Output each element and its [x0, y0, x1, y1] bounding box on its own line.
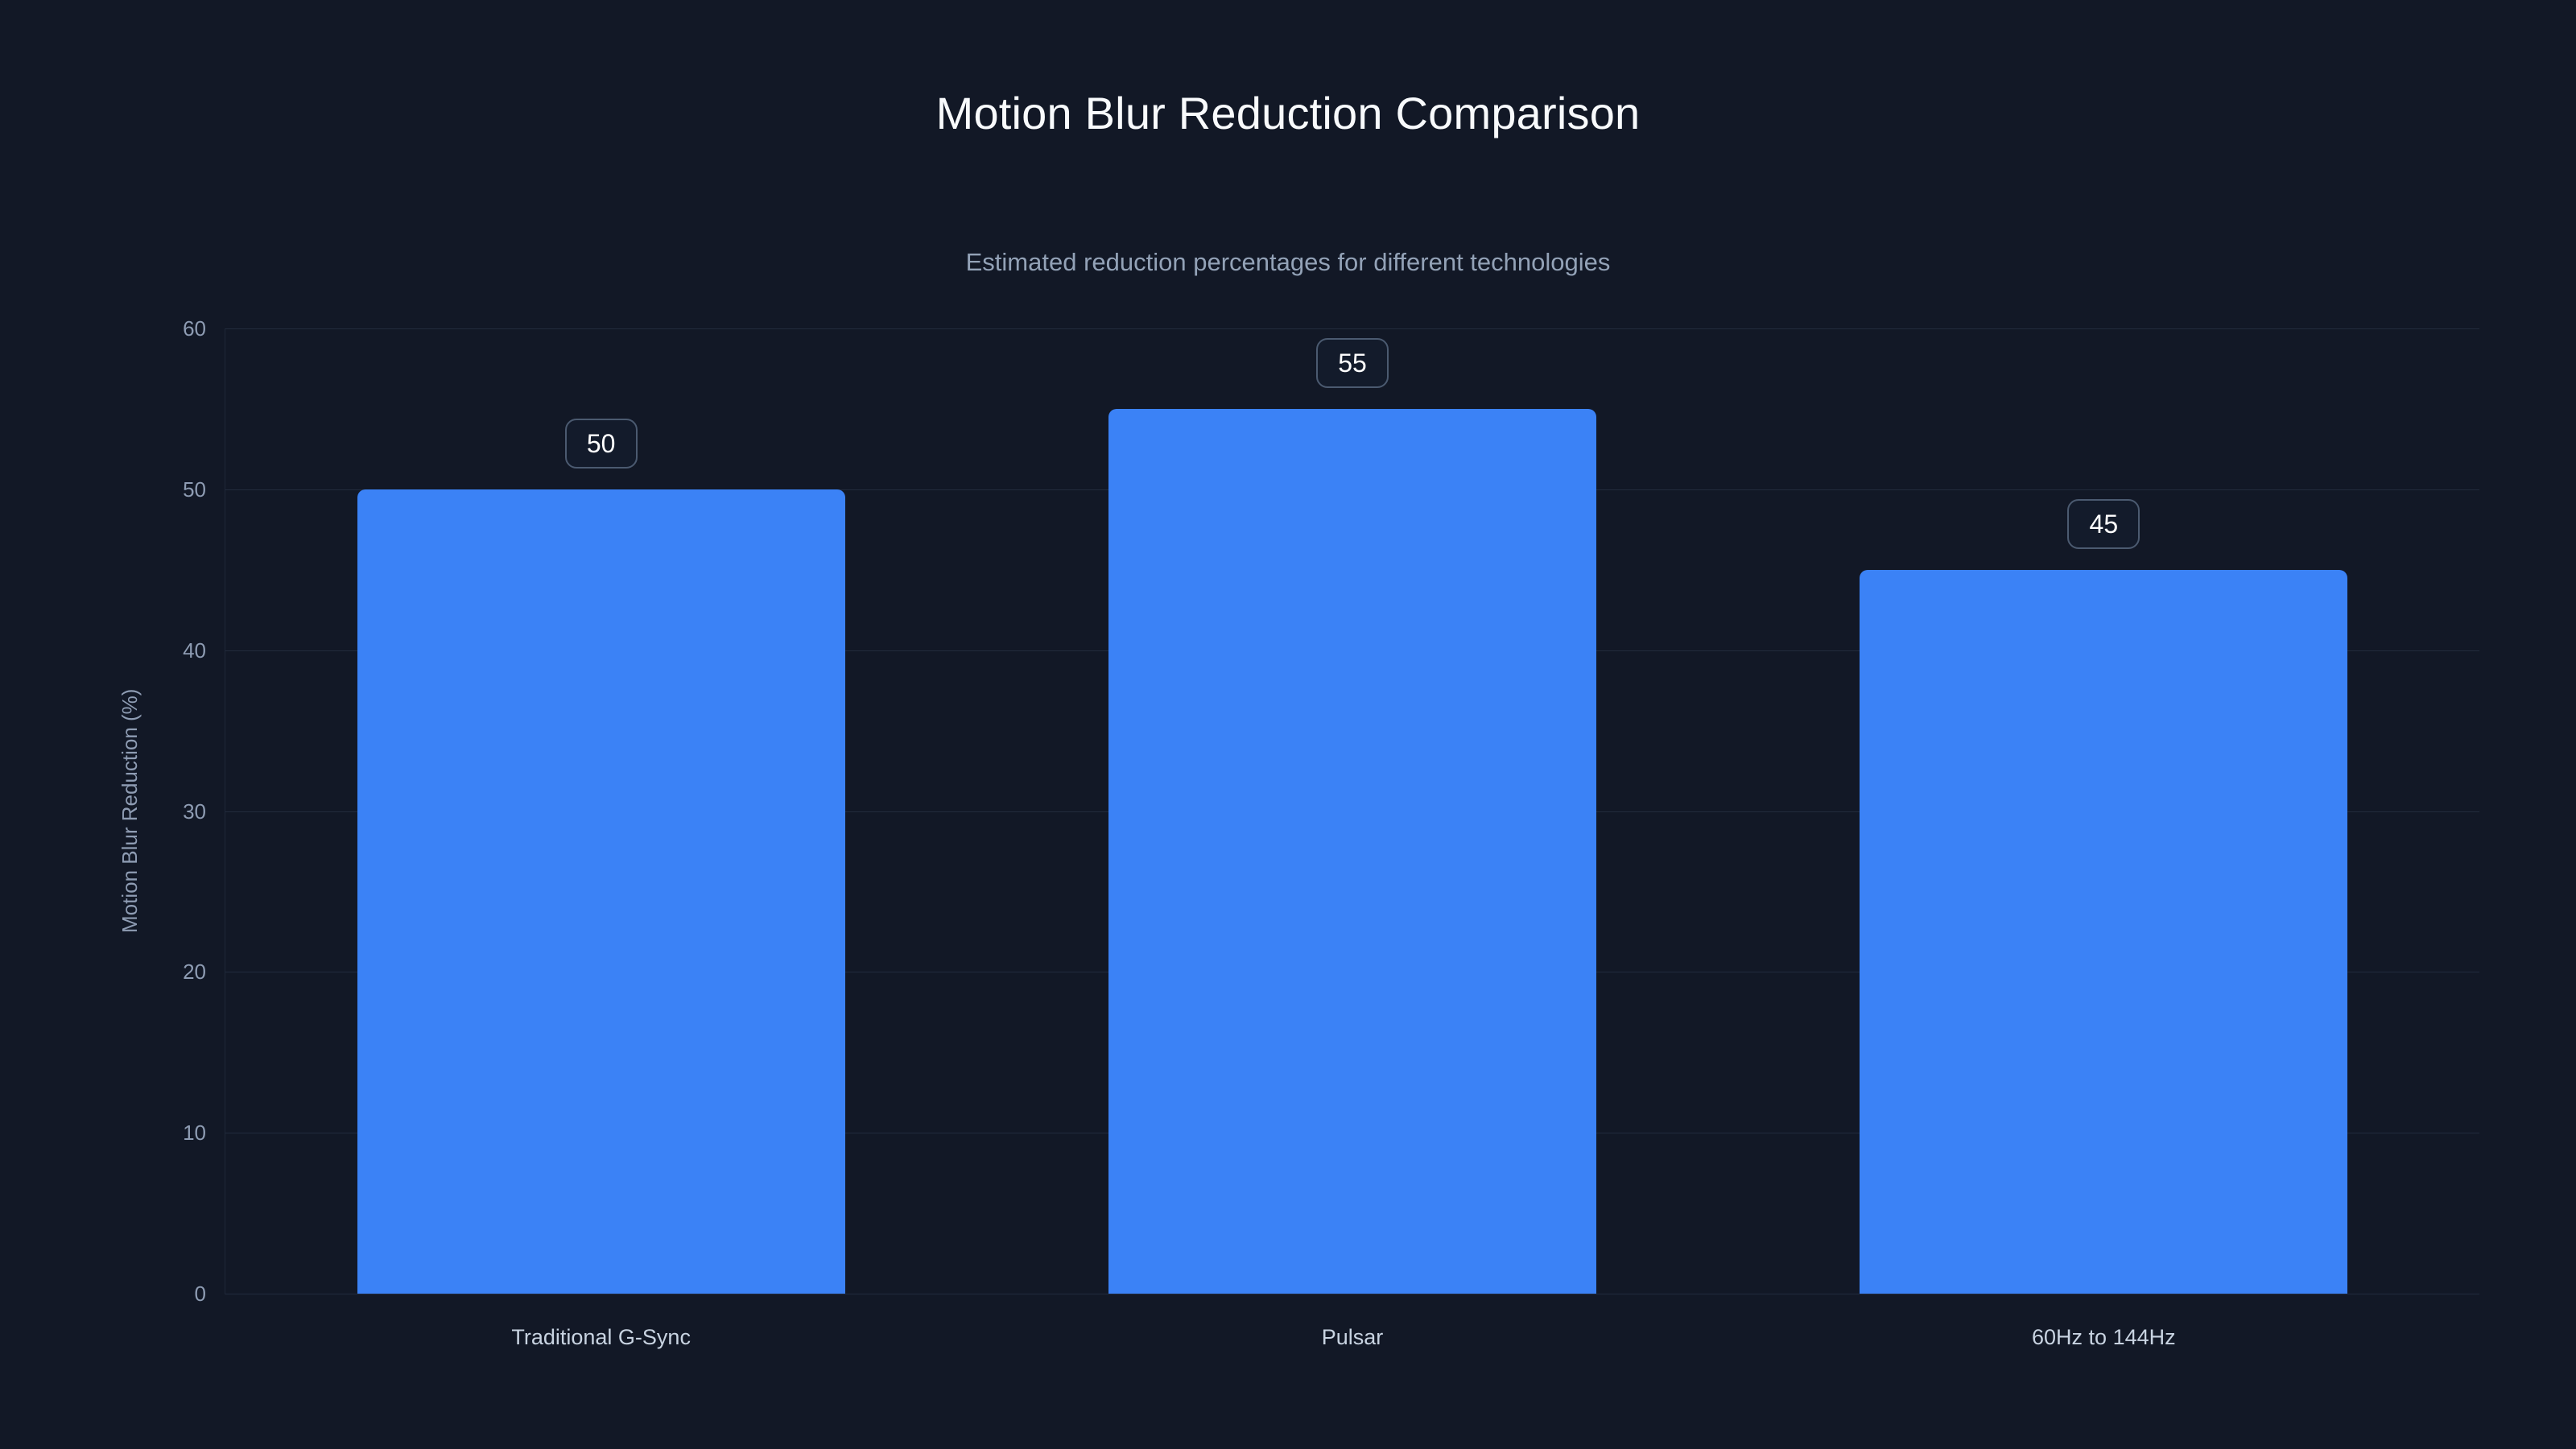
x-tick-label: Pulsar	[1321, 1325, 1384, 1349]
x-tick-label: Traditional G-Sync	[511, 1325, 691, 1349]
y-tick-label: 10	[183, 1121, 206, 1146]
chart-subtitle: Estimated reduction percentages for diff…	[965, 248, 1611, 276]
bar[interactable]	[357, 489, 845, 1294]
bar[interactable]	[1108, 408, 1596, 1294]
y-axis-title: Motion Blur Reduction (%)	[118, 688, 142, 933]
chart-title: Motion Blur Reduction Comparison	[935, 88, 1641, 138]
y-tick-label: 0	[194, 1282, 206, 1306]
y-tick-label: 40	[183, 638, 206, 663]
bar[interactable]	[1860, 569, 2348, 1294]
plot-area	[225, 328, 2479, 1294]
y-tick-label: 30	[183, 799, 206, 824]
y-tick-label: 60	[183, 316, 206, 341]
y-tick-label: 50	[183, 477, 206, 502]
y-tick-label: 20	[183, 960, 206, 985]
bar-value-badge: 50	[564, 418, 638, 469]
bar-value-badge: 55	[1316, 337, 1389, 388]
bar-value-badge: 45	[2067, 498, 2140, 549]
gridline	[225, 328, 2479, 329]
x-tick-label: 60Hz to 144Hz	[2032, 1325, 2176, 1349]
